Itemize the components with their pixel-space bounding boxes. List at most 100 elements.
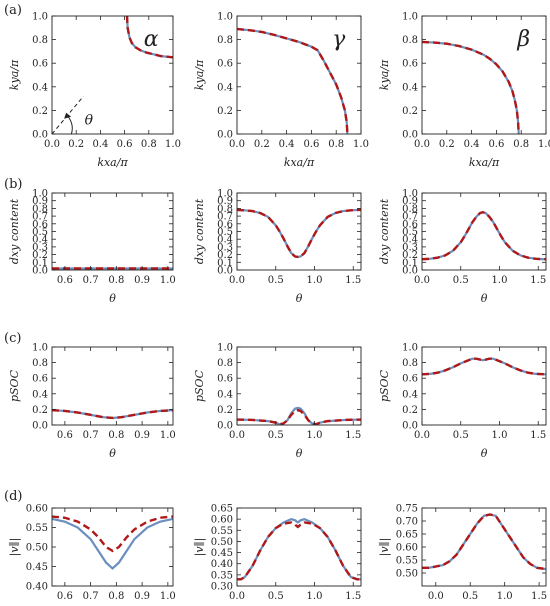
x-tick-label: 0.0 xyxy=(428,591,444,602)
y-tick-label: 0.0 xyxy=(32,421,48,432)
y-tick-label: 0.2 xyxy=(217,106,233,117)
plot-frame xyxy=(51,192,174,271)
x-axis-label: kxa/π xyxy=(284,156,315,169)
y-tick-label: 0.4 xyxy=(402,82,418,93)
panel-r3-c1: 0.0 0.5 1.0 1.5 0.300.350.400.450.500.550.60… xyxy=(193,504,362,602)
y-tick-label: 1.0 xyxy=(217,189,233,200)
x-tick-label: 0.8 xyxy=(108,275,124,286)
series-line-solid xyxy=(422,40,520,134)
plot-frame xyxy=(236,15,362,135)
series-line-solid xyxy=(422,513,546,571)
x-tick-label: 1.0 xyxy=(538,139,550,150)
y-tick-label: 0.4 xyxy=(32,82,48,93)
y-tick-label: 0.9 xyxy=(217,196,233,207)
panel-r3-c2: 0.00.51.01.50.500.550.600.650.700.75θ|v∥… xyxy=(378,504,547,603)
y-tick-label: 0.60 xyxy=(211,515,233,526)
x-tick-label: 0.8 xyxy=(513,139,529,150)
y-tick-label: 1.0 xyxy=(402,343,418,354)
row-label: (c) xyxy=(4,331,21,346)
y-tick-label: 0.8 xyxy=(32,204,48,215)
y-tick-label: 0.7 xyxy=(402,212,418,223)
y-tick-label: 0.8 xyxy=(217,358,233,369)
x-tick-label: 0.6 xyxy=(57,430,73,441)
series-line-solid xyxy=(52,517,173,570)
y-tick-label: 0.50 xyxy=(396,569,418,580)
panel-r2-c2: 0.0 0.5 1.0 1.5 0.0 0.2 0.4 0.6 0.8 1.0 θ pSOC xyxy=(378,343,547,460)
x-tick-label: 0.6 xyxy=(57,275,73,286)
x-tick-label: 1.0 xyxy=(165,139,181,150)
y-tick-label: 1.0 xyxy=(402,12,418,23)
series-line-dashed xyxy=(422,211,546,261)
panel-r0-c1: 0.0 0.2 0.4 0.6 0.8 1.0 0.0 0.2 0.4 0.6 0.8 1.0 kxa/… xyxy=(193,12,369,170)
y-tick-label: 0.2 xyxy=(402,405,418,416)
panel-r3-c0: 0.60.70.80.91.00.400.450.500.550.60θ|v∥| xyxy=(8,504,176,603)
y-tick-label: 0.3 xyxy=(217,242,233,253)
series-line-solid xyxy=(422,211,546,261)
y-tick-label: 0.6 xyxy=(217,374,233,385)
x-axis-label: θ xyxy=(481,447,488,460)
y-tick-label: 0.1 xyxy=(402,258,418,269)
y-tick-label: 0.1 xyxy=(32,258,48,269)
x-tick-label: 1.0 xyxy=(492,275,508,286)
y-tick-label: 0.9 xyxy=(402,196,418,207)
x-tick-label: 1.0 xyxy=(307,275,323,286)
x-tick-label: 0.5 xyxy=(268,275,284,286)
y-axis-label: kya/π xyxy=(378,59,391,90)
panel-r1-c0: 0.6 0.7 0.8 0.9 1.00.00.10.20.30.40.50.60.70… xyxy=(8,189,176,306)
y-tick-label: 0.40 xyxy=(26,582,48,593)
x-tick-label: 0.0 xyxy=(414,430,430,441)
x-tick-label: 0.2 xyxy=(254,139,270,150)
x-tick-label: 0.4 xyxy=(279,139,295,150)
series-line-dashed xyxy=(237,521,361,581)
series-line-dashed xyxy=(237,408,361,425)
y-axis-label: pSOC xyxy=(8,369,21,402)
y-axis-label: pSOC xyxy=(378,369,391,402)
plot-frame xyxy=(421,15,547,135)
band-label: α xyxy=(144,27,159,52)
y-tick-label: 0.7 xyxy=(32,212,48,223)
plot-frame xyxy=(236,192,362,271)
theta-arrow-icon xyxy=(64,112,72,119)
x-tick-label: 0.9 xyxy=(134,591,150,602)
panel-r0-c2: 0.0 0.2 0.4 0.6 0.8 1.0 0.0 0.2 0.4 0.6 0.8 1.0 kxa/… xyxy=(378,12,550,170)
y-tick-label: 0.6 xyxy=(32,219,48,230)
x-tick-label: 0.4 xyxy=(464,139,480,150)
y-axis-label: kya/π xyxy=(8,59,21,90)
plot-frame xyxy=(421,346,547,426)
x-tick-label: 0.5 xyxy=(453,430,469,441)
y-tick-label: 0.5 xyxy=(402,227,418,238)
y-axis-label: |v∥| xyxy=(193,538,207,557)
row-label: (d) xyxy=(4,489,22,504)
row-label: (b) xyxy=(4,177,22,192)
y-tick-label: 0.55 xyxy=(211,526,233,537)
y-tick-label: 0.4 xyxy=(32,389,48,400)
y-tick-label: 0.8 xyxy=(402,358,418,369)
y-tick-label: 0.0 xyxy=(32,266,48,277)
x-tick-label: 1.5 xyxy=(345,430,361,441)
x-tick-label: 0.4 xyxy=(92,139,108,150)
panel-r2-c0: 0.6 0.7 0.8 0.9 1.0 0.0 0.2 0.4 0.6 0.8 1.0 θ pSOC xyxy=(8,343,176,461)
x-tick-label: 0.9 xyxy=(134,275,150,286)
series-line-solid xyxy=(237,517,361,581)
x-tick-label: 0.0 xyxy=(229,430,245,441)
y-tick-label: 0.0 xyxy=(217,130,233,141)
y-tick-label: 0.6 xyxy=(217,59,233,70)
y-tick-label: 0.60 xyxy=(26,504,48,515)
x-tick-label: 1.0 xyxy=(497,591,513,602)
y-tick-label: 0.0 xyxy=(402,266,418,277)
y-tick-label: 0.4 xyxy=(217,235,233,246)
y-tick-label: 1.0 xyxy=(32,189,48,200)
y-tick-label: 0.60 xyxy=(396,543,418,554)
y-tick-label: 0.6 xyxy=(402,219,418,230)
y-tick-label: 0.65 xyxy=(396,530,418,541)
y-tick-label: 0.8 xyxy=(402,204,418,215)
panel-r1-c1: 0.0 0.5 1.0 1.50.00.10.20.30.40.50.60.70.80… xyxy=(193,189,362,305)
x-tick-label: 0.5 xyxy=(268,591,284,602)
y-tick-label: 0.50 xyxy=(26,543,48,554)
y-tick-label: 0.3 xyxy=(32,242,48,253)
y-tick-label: 0.65 xyxy=(211,504,233,515)
x-tick-label: 0.0 xyxy=(229,139,245,150)
y-tick-label: 0.7 xyxy=(217,212,233,223)
y-tick-label: 0.6 xyxy=(402,374,418,385)
